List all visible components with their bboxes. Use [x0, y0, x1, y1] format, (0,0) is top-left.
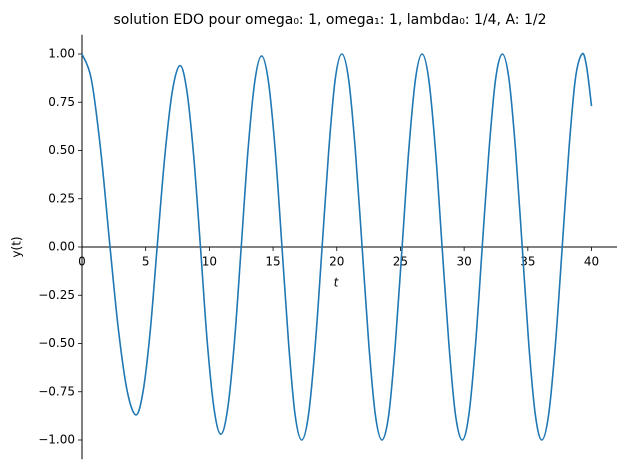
x-tick-label: 40	[584, 255, 599, 269]
x-tick-label: 30	[457, 255, 472, 269]
y-tick-label: −0.75	[38, 384, 75, 398]
chart-title: solution EDO pour omega₀: 1, omega₁: 1, …	[114, 12, 547, 28]
y-tick-label: 0.75	[48, 95, 75, 109]
y-tick-label: 1.00	[48, 47, 75, 61]
x-axis-label: t	[334, 276, 340, 290]
x-tick-label: 5	[142, 255, 150, 269]
y-tick-label: 0.00	[48, 240, 75, 254]
y-axis-label: y(t)	[10, 236, 24, 257]
y-tick-label: −0.25	[38, 288, 75, 302]
x-tick-label: 15	[265, 255, 280, 269]
x-tick-label: 0	[78, 255, 86, 269]
y-tick-label: −0.50	[38, 336, 75, 350]
y-tick-label: 0.50	[48, 143, 75, 157]
y-tick-label: −1.00	[38, 433, 75, 447]
y-tick-label: 0.25	[48, 191, 75, 205]
data-line	[81, 52, 593, 441]
x-tick-label: 20	[329, 255, 344, 269]
x-tick-label: 10	[202, 255, 217, 269]
